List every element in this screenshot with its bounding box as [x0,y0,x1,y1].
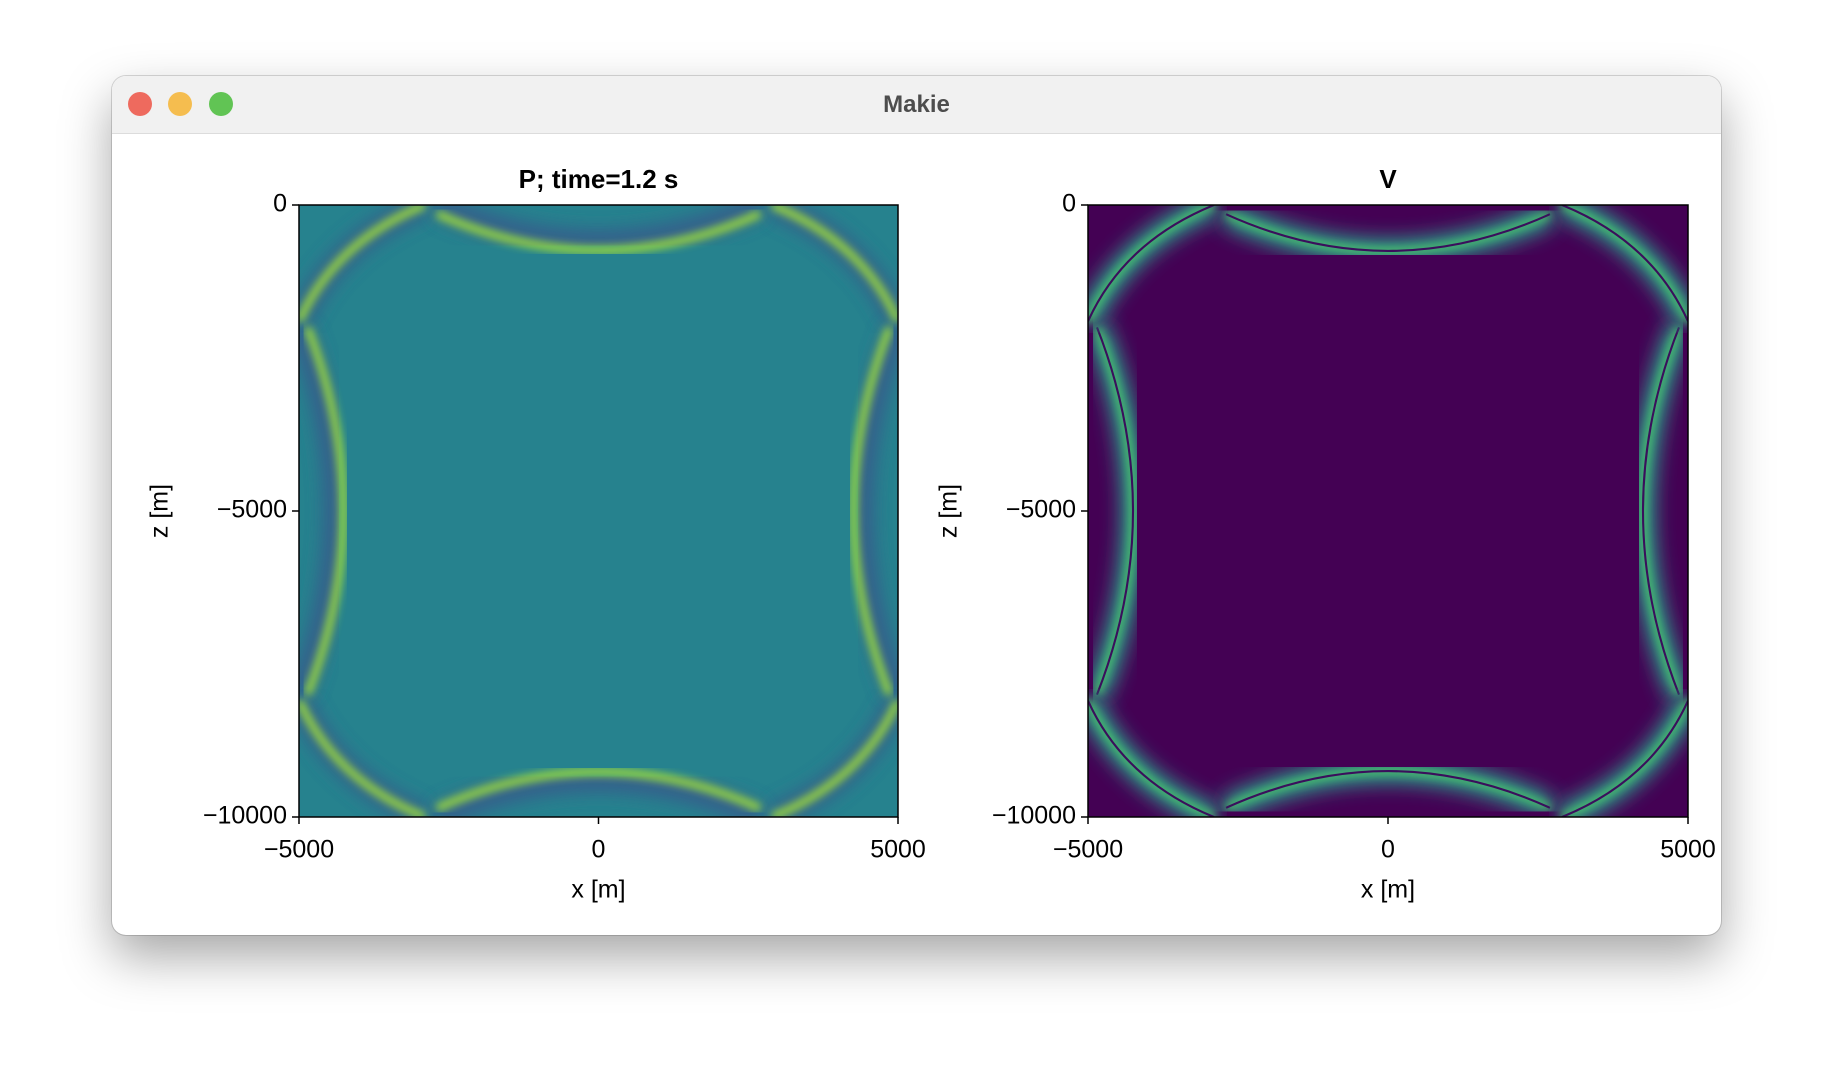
x-tick-label: 0 [592,836,606,864]
wave-crest [435,209,762,255]
y-tick-label: 0 [273,190,287,218]
close-button[interactable] [128,92,152,116]
x-tick-label: −5000 [1053,836,1123,864]
figure: P; time=1.2 s −5000 0 5000 0 −5000 −10000 x [m]… [146,164,1716,904]
wave-node [1225,770,1551,809]
wave-trough [432,205,765,252]
wave-node [1561,700,1688,817]
x-tick-label: −5000 [264,836,334,864]
field-background [1088,205,1688,817]
y-tick-label: 0 [1062,190,1076,218]
minimize-button[interactable] [168,92,192,116]
y-tick-label: −5000 [1006,496,1076,524]
x-axis-label: x [m] [571,876,625,904]
field-background [299,205,898,817]
wave-trough [852,323,898,699]
x-tick-label: 0 [1381,836,1395,864]
wave-crest [303,325,348,697]
y-axis-label: z [m] [935,484,963,538]
heatmap [1088,205,1688,817]
heatmap [299,205,898,817]
plot-title: V [1379,164,1397,194]
wave-crest [770,699,898,817]
wave-node [1088,205,1215,322]
wave-trough [299,323,345,699]
wave-node [1225,213,1551,252]
y-tick-label: −10000 [992,802,1076,830]
x-tick-label: 5000 [870,836,926,864]
wave-crest [849,325,894,697]
wave-crest [770,205,898,323]
wave-crest [435,767,762,813]
wave-node [1561,205,1688,322]
y-tick-label: −10000 [203,802,287,830]
x-axis-label: x [m] [1361,876,1415,904]
wave-node [1096,327,1135,695]
window: Makie P; time=1.2 s −5000 0 5000 0 −5000 −1000… [112,76,1721,935]
zoom-button[interactable] [209,92,233,116]
wave-trough [432,770,765,817]
x-tick-label: 5000 [1660,836,1716,864]
wave-crest [299,699,427,817]
y-tick-label: −5000 [217,496,287,524]
wave-crest [299,205,427,323]
wave-node [1088,700,1215,817]
plot-title: P; time=1.2 s [519,164,679,194]
wave-node [1641,327,1680,695]
y-axis-label: z [m] [146,484,174,538]
title-bar: Makie [112,76,1721,134]
window-title: Makie [883,91,950,118]
